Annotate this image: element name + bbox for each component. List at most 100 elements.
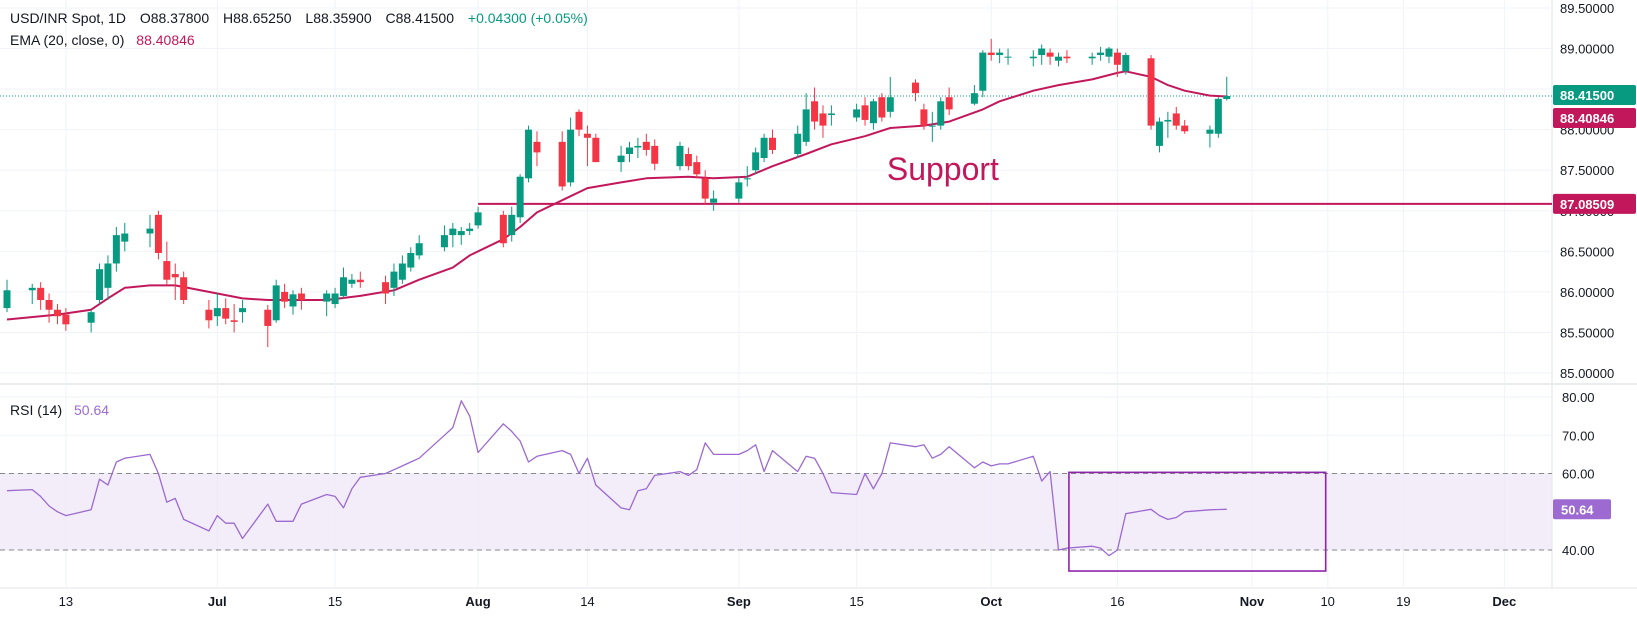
ema-badge-bg [1553,108,1636,129]
candle-body [1004,56,1012,58]
time-tick-label: 14 [580,594,594,609]
candle-body [1088,56,1096,59]
time-tick-label: 15 [849,594,863,609]
candle-body [987,52,995,56]
rsi-highlight-box [1068,471,1327,572]
candle-body [811,101,819,122]
candle-body [205,309,213,321]
candle-body [440,235,448,248]
candle-body [869,101,877,124]
candle-body [912,82,920,94]
candle-body [878,97,886,118]
annotations: Support [887,151,1327,572]
price-axis: 89.5000089.0000088.5000088.0000087.50000… [1553,1,1636,558]
candle-body [642,141,650,150]
candle-body [1172,113,1180,126]
last-price-badge: 88.41500 [1560,88,1614,103]
candle-body [516,176,524,218]
candle-body [87,312,95,323]
candle-body [861,105,869,120]
candle-body [146,228,154,234]
candle-body [693,162,701,175]
last-price-badge-bg [1553,85,1636,106]
support-badge-bg [1553,193,1636,214]
candle-body [970,93,978,104]
ema-legend-label: EMA (20, close, 0) [10,32,125,48]
legend-high: H88.65250 [223,10,292,26]
time-tick-label: 15 [328,594,342,609]
candle-body [390,271,398,288]
time-tick-label: Jul [208,594,227,609]
candle-body [928,125,936,127]
price-tick-label: 86.00000 [1560,285,1614,300]
legend-symbol: USD/INR Spot, 1D [10,10,126,26]
candle-body [449,228,457,236]
support-line-group [0,95,1552,205]
legend-change: +0.04300 (+0.05%) [467,10,588,26]
legend-close: C88.41500 [385,10,455,26]
price-tick-label: 89.00000 [1560,42,1614,57]
candle-body [45,300,53,310]
candle-body [558,141,566,187]
candle-body [634,145,642,148]
rsi-tick-label: 80.00 [1562,390,1595,405]
candle-body [710,198,718,203]
time-tick-label: Aug [465,594,490,609]
candle-body [1214,98,1222,134]
candle-body [272,285,280,321]
candle-body [466,228,474,232]
candle-body [1029,56,1037,59]
time-tick-label: 16 [1110,594,1124,609]
candle-body [1164,119,1172,122]
candle-body [1055,56,1063,61]
candle-body [281,291,289,302]
candle-body [937,101,945,126]
rsi-band-fill [0,473,1552,550]
candle-body [684,154,692,167]
candle-body [230,320,238,322]
candle-body [96,269,104,300]
legend-open: O88.37800 [139,10,210,26]
candle-body [499,214,507,244]
candle-body [1181,125,1189,132]
support-annotation: Support [887,151,999,187]
candle-body [592,137,600,163]
price-tick-label: 85.50000 [1560,325,1614,340]
candle-body [264,309,272,326]
time-tick-label: Nov [1240,594,1265,609]
candle-body [356,279,364,283]
candle-body [1223,96,1231,100]
candle-body [53,309,61,317]
candle-body [348,279,356,284]
candle-body [163,261,171,280]
candle-body [701,178,709,199]
time-tick-label: Sep [727,594,751,609]
candle-body [297,293,305,300]
candle-body [617,155,625,163]
candle-body [62,314,70,325]
rsi-badge-bg [1553,499,1611,520]
rsi-line [6,400,1227,557]
price-tick-label: 87.50000 [1560,163,1614,178]
legend-low: L88.35900 [305,10,372,26]
candle-body [407,252,415,268]
candle-body [1122,55,1130,72]
candle-body [180,277,188,300]
candle-body [398,263,406,280]
candle-body [508,214,516,236]
rsi-band [0,473,1552,551]
candle-body [1046,52,1054,57]
candle-body [827,113,835,116]
candle-body [676,145,684,167]
candle-body [1155,121,1163,146]
ema-legend: EMA (20, close, 0) 88.40846 [10,32,195,48]
candle-body [289,294,297,307]
candle-body [213,308,221,317]
candle-body [3,290,11,309]
candle-body [415,243,423,256]
candle-body [1206,129,1214,134]
candle-body [28,287,36,291]
ema-badge: 88.40846 [1560,111,1614,126]
